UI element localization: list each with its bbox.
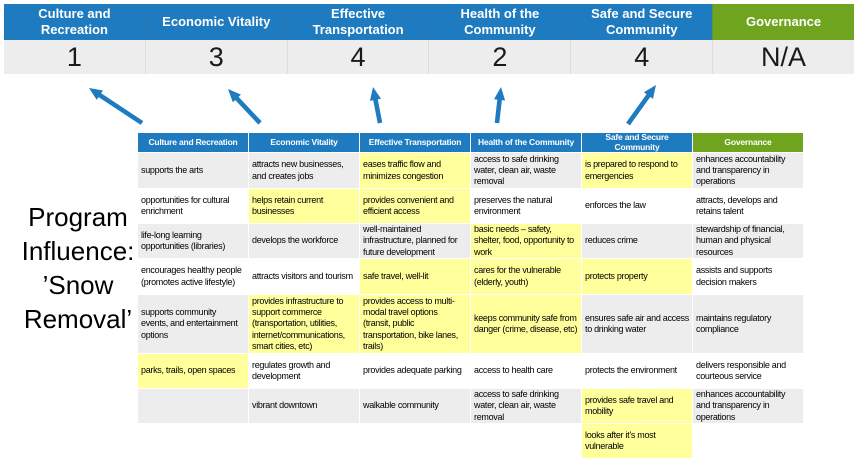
matrix-cell: access to safe drinking water, clean air…	[470, 388, 582, 424]
pillar-header: Governance	[712, 4, 854, 40]
matrix-row: looks after it’s most vulnerable	[137, 423, 804, 459]
matrix-cell: preserves the natural environment	[470, 188, 582, 224]
matrix-cell: walkable community	[359, 388, 471, 424]
matrix-row: vibrant downtown walkable community access…	[137, 388, 804, 424]
matrix-cell: supports the arts	[137, 152, 249, 189]
matrix-cell: vibrant downtown	[248, 388, 360, 424]
matrix-cell: helps retain current businesses	[248, 188, 360, 224]
matrix-column-header: Safe and Secure Community	[581, 132, 693, 153]
program-influence-label: Program Influence: ’Snow Removal’	[21, 202, 135, 334]
matrix-cell: stewardship of financial, human and phys…	[692, 223, 804, 259]
matrix-column-header: Culture and Recreation	[137, 132, 249, 153]
matrix-cell: well-maintained infrastructure, planned …	[359, 223, 471, 259]
pillar-score: 2	[428, 40, 571, 74]
matrix-cell: provides convenient and efficient access	[359, 188, 471, 224]
pillar-header: Health of the Community	[428, 4, 571, 40]
matrix-column-header: Economic Vitality	[248, 132, 360, 153]
matrix-cell: enhances accountability and transparency…	[692, 388, 804, 424]
matrix-cell: protects property	[581, 258, 693, 295]
matrix-column-header: Health of the Community	[470, 132, 582, 153]
pillar-header: Safe and Secure Community	[570, 4, 713, 40]
matrix-cell	[470, 423, 582, 459]
matrix-cell: develops the workforce	[248, 223, 360, 259]
matrix-cell: reduces crime	[581, 223, 693, 259]
matrix-cell	[137, 423, 249, 459]
matrix-row: parks, trails, open spaces regulates grow…	[137, 353, 804, 389]
matrix-cell: provides access to multi-modal travel op…	[359, 294, 471, 354]
pillar-score: N/A	[712, 40, 854, 74]
matrix-cell: access to safe drinking water, clean air…	[470, 152, 582, 189]
pillar-score: 3	[144, 40, 287, 74]
matrix-cell: parks, trails, open spaces	[137, 353, 249, 389]
matrix-row: life-long learning opportunities (librar…	[137, 223, 804, 259]
arrow-line	[494, 97, 503, 124]
matrix-cell: provides infrastructure to support comme…	[248, 294, 360, 354]
matrix-cell: looks after it’s most vulnerable	[581, 423, 693, 459]
matrix-cell	[359, 423, 471, 459]
matrix-cell: life-long learning opportunities (librar…	[137, 223, 249, 259]
arrow-line	[96, 92, 144, 125]
matrix-body: supports the arts attracts new businesses…	[137, 152, 804, 459]
matrix-cell: ensures safe air and access to drinking …	[581, 294, 693, 354]
matrix-cell: opportunities for cultural enrichment	[137, 188, 249, 224]
matrix-cell: enforces the law	[581, 188, 693, 224]
matrix-cell: maintains regulatory compliance	[692, 294, 804, 354]
matrix-cell: supports community events, and entertain…	[137, 294, 249, 354]
matrix-cell	[248, 423, 360, 459]
matrix-cell: enhances accountability and transparency…	[692, 152, 804, 189]
matrix-cell: keeps community safe from danger (crime,…	[470, 294, 582, 354]
matrix-cell: basic needs – safety, shelter, food, opp…	[470, 223, 582, 259]
matrix-cell: safe travel, well-lit	[359, 258, 471, 295]
pillar-score: 4	[286, 40, 429, 74]
arrow-head	[369, 87, 381, 101]
matrix-header-row: Culture and Recreation Economic Vitality E…	[137, 132, 804, 153]
matrix-cell: assists and supports decision makers	[692, 258, 804, 295]
matrix-row: supports community events, and entertain…	[137, 294, 804, 354]
matrix-cell: eases traffic flow and minimizes congest…	[359, 152, 471, 189]
arrow-line	[626, 92, 652, 126]
matrix-cell: regulates growth and development	[248, 353, 360, 389]
pillar-header: Economic Vitality	[144, 4, 287, 40]
influence-matrix: Culture and Recreation Economic Vitality E…	[137, 132, 804, 459]
matrix-row: encourages healthy people (promotes acti…	[137, 258, 804, 295]
matrix-cell	[137, 388, 249, 424]
matrix-cell: is prepared to respond to emergencies	[581, 152, 693, 189]
matrix-cell: cares for the vulnerable (elderly, youth…	[470, 258, 582, 295]
arrow-head	[493, 87, 506, 101]
matrix-cell	[692, 423, 804, 459]
matrix-column-header: Effective Transportation	[359, 132, 471, 153]
pillar-header: Culture and Recreation	[4, 4, 145, 40]
scorecard: Culture and Recreation Economic Vitality E…	[4, 4, 854, 74]
matrix-cell: access to health care	[470, 353, 582, 389]
matrix-cell: attracts visitors and tourism	[248, 258, 360, 295]
matrix-column-header: Governance	[692, 132, 804, 153]
arrow-line	[372, 97, 383, 124]
matrix-cell: delivers responsible and courteous servi…	[692, 353, 804, 389]
arrow-head	[643, 85, 656, 99]
pillar-score: 4	[570, 40, 713, 74]
matrix-cell: attracts, develops and retains talent	[692, 188, 804, 224]
pillar-header-row: Culture and Recreation Economic Vitality E…	[4, 4, 854, 40]
arrow-head	[228, 89, 241, 103]
matrix-cell: protects the environment	[581, 353, 693, 389]
pillar-score-row: 1 3 4 2 4 N/A	[4, 40, 854, 74]
pillar-score: 1	[4, 40, 145, 74]
matrix-cell: encourages healthy people (promotes acti…	[137, 258, 249, 295]
matrix-cell: attracts new businesses, and creates job…	[248, 152, 360, 189]
matrix-row: supports the arts attracts new businesses…	[137, 152, 804, 189]
arrow-line	[233, 95, 262, 125]
matrix-row: opportunities for cultural enrichment hel…	[137, 188, 804, 224]
matrix-cell: provides safe travel and mobility	[581, 388, 693, 424]
matrix-cell: provides adequate parking	[359, 353, 471, 389]
pillar-header: Effective Transportation	[286, 4, 429, 40]
arrow-head	[89, 88, 103, 100]
